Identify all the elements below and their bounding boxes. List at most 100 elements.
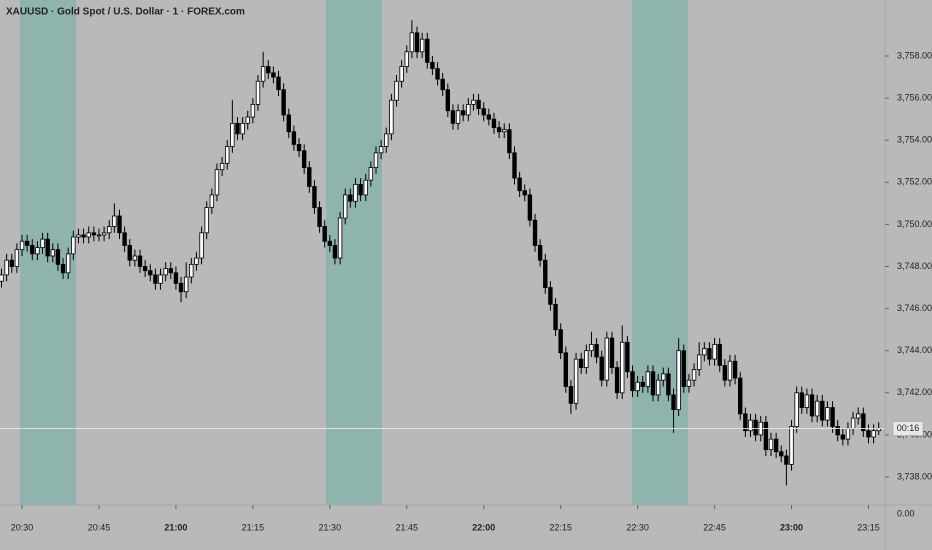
y-tick-label: 3,754.00 <box>897 135 932 145</box>
candle-body <box>368 167 374 181</box>
candle-body <box>717 343 722 366</box>
candle-body <box>168 268 173 274</box>
candle-body <box>148 270 153 276</box>
candle-body <box>71 236 76 255</box>
candle-body <box>589 343 594 352</box>
candle-body <box>65 253 71 274</box>
candle-body <box>122 232 127 246</box>
candle-body <box>24 240 30 246</box>
candle-body <box>35 247 40 255</box>
candle-body <box>332 245 338 259</box>
candle-body <box>522 190 527 196</box>
candle-body <box>594 343 599 358</box>
candle-body <box>0 274 4 282</box>
candle-body <box>394 80 399 101</box>
candle-body <box>712 343 717 360</box>
x-tick-label: 22:30 <box>626 522 649 532</box>
candle-body <box>260 66 266 82</box>
candle-body <box>96 234 102 237</box>
candle-body <box>358 184 363 196</box>
candle-body <box>132 255 138 261</box>
countdown-box <box>892 421 924 436</box>
candle-body <box>245 116 250 124</box>
candle-body <box>30 245 35 255</box>
candle-body <box>45 238 50 257</box>
candle-body <box>850 417 856 429</box>
candle-body <box>512 152 517 179</box>
session-highlight <box>632 0 688 505</box>
candle-body <box>732 360 738 379</box>
candle-body <box>799 392 804 408</box>
x-tick-label: 21:45 <box>396 522 419 532</box>
candle-body <box>50 249 55 257</box>
candle-body <box>353 184 358 202</box>
candle-body <box>214 169 220 196</box>
candle-body <box>389 99 394 135</box>
candle-body <box>491 118 497 128</box>
candle-body <box>281 89 286 116</box>
candle-body <box>640 381 645 387</box>
candle-body <box>60 263 66 274</box>
candle-body <box>86 232 91 238</box>
candle-body <box>543 259 548 288</box>
candle-body <box>230 122 235 147</box>
candle-body <box>471 99 476 105</box>
candle-body <box>722 365 728 381</box>
y-tick-label: 3,738.00 <box>897 471 932 481</box>
chart-title: XAUUSD · Gold Spot / U.S. Dollar · 1 · F… <box>6 7 245 18</box>
candle-body <box>779 451 784 457</box>
candle-body <box>804 394 810 408</box>
candle-body <box>856 413 861 419</box>
x-tick-label: 21:15 <box>242 522 265 532</box>
y-tick-label: 3,756.00 <box>897 92 932 102</box>
candle-body <box>861 413 866 432</box>
candle-body <box>384 133 389 147</box>
candle-body <box>40 238 45 248</box>
candle-body <box>820 400 825 421</box>
candle-body <box>620 341 625 394</box>
candle-body <box>609 337 615 368</box>
candle-body <box>871 430 876 438</box>
candle-body <box>773 438 779 453</box>
candle-body <box>183 276 189 293</box>
candle-body <box>117 215 122 234</box>
candle-body <box>158 274 163 284</box>
candle-body <box>255 80 261 105</box>
candle-body <box>753 419 758 436</box>
candle-body <box>363 179 368 196</box>
candle-body <box>527 194 533 221</box>
candle-body <box>743 413 748 432</box>
candle-body <box>845 428 851 440</box>
y-tick-label: 3,742.00 <box>897 387 932 397</box>
candle-body <box>81 234 86 238</box>
candle-body <box>481 108 486 116</box>
candle-body <box>322 226 327 242</box>
candle-body <box>748 419 753 432</box>
x-tick-label: 22:00 <box>472 522 495 532</box>
y-tick-label: 3,748.00 <box>897 261 932 271</box>
candle-body <box>584 350 589 368</box>
candle-body <box>301 150 307 168</box>
y-tick-label: 3,750.00 <box>897 219 932 229</box>
y-tick-label: 3,752.00 <box>897 177 932 187</box>
candle-body <box>630 371 635 392</box>
candle-body <box>830 407 835 427</box>
candle-body <box>209 194 215 208</box>
candle-body <box>101 232 107 236</box>
candle-body <box>738 377 743 415</box>
candle-body <box>435 68 440 80</box>
candle-body <box>225 146 230 164</box>
candle-body <box>707 348 712 360</box>
candle-body <box>727 360 733 381</box>
candle-body <box>4 259 9 276</box>
candle-body <box>835 426 840 436</box>
x-tick-label: 22:15 <box>549 522 572 532</box>
candle-body <box>419 38 425 53</box>
candle-body <box>173 272 179 284</box>
candle-body <box>661 373 666 381</box>
candle-body <box>266 66 271 74</box>
candle-body <box>548 287 553 305</box>
candle-body <box>219 162 225 171</box>
candle-body <box>604 337 610 381</box>
